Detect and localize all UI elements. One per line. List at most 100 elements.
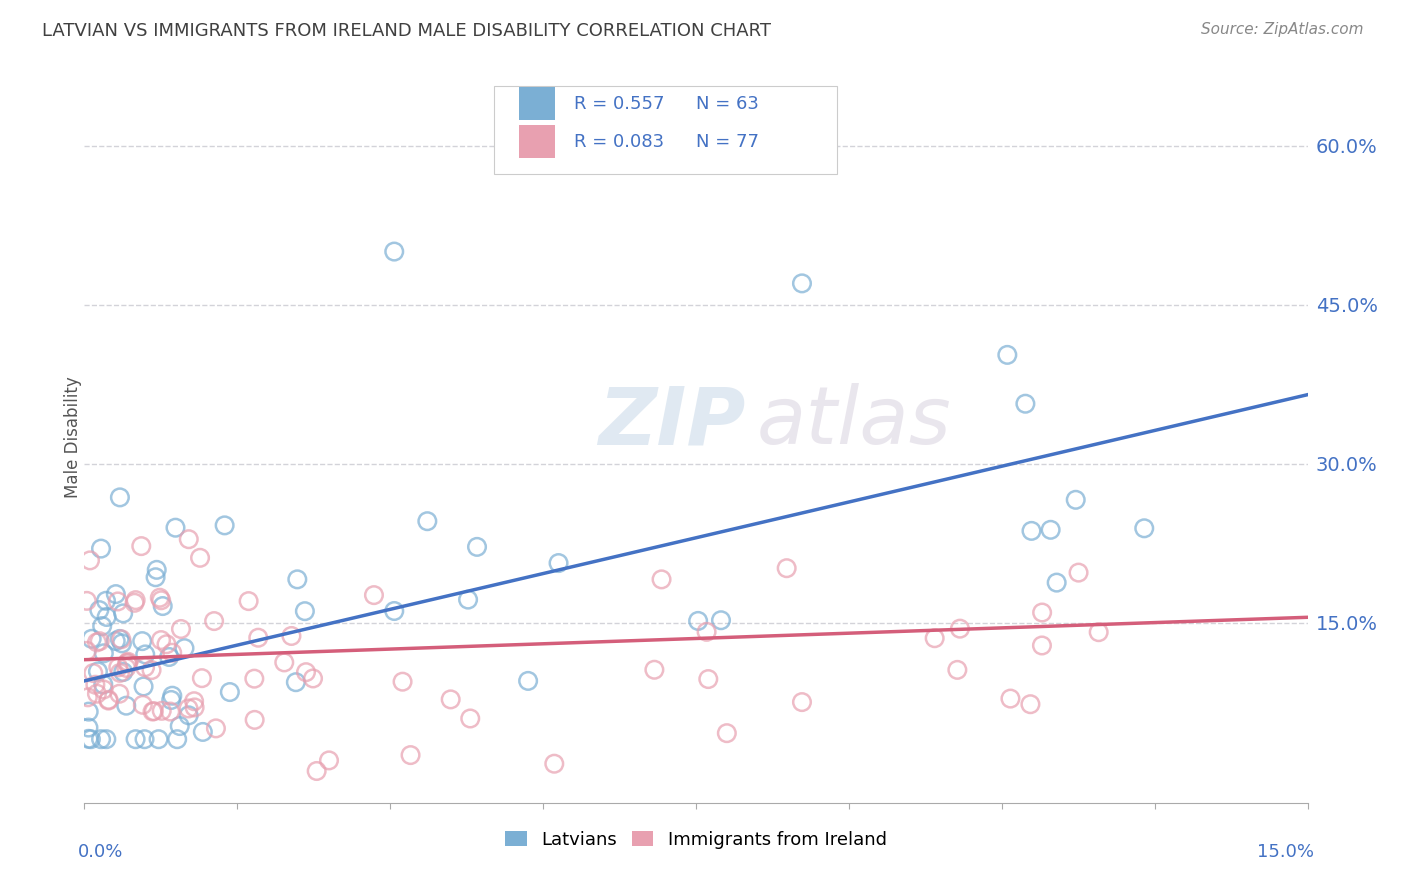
Point	[91, 677, 114, 691]
Point	[247, 631, 270, 645]
Point	[145, 563, 167, 577]
Point	[363, 588, 385, 602]
Point	[946, 663, 969, 677]
Point	[280, 629, 302, 643]
Text: R = 0.083: R = 0.083	[574, 133, 664, 151]
Point	[108, 665, 131, 680]
Text: N = 77: N = 77	[696, 133, 759, 151]
Point	[716, 726, 738, 740]
Point	[273, 656, 295, 670]
Point	[391, 674, 413, 689]
Point	[107, 660, 129, 674]
Point	[89, 603, 111, 617]
Point	[238, 594, 260, 608]
Point	[697, 672, 720, 686]
Point	[457, 592, 479, 607]
Point	[91, 619, 114, 633]
Point	[191, 725, 214, 739]
Point	[1064, 492, 1087, 507]
Point	[177, 708, 200, 723]
Y-axis label: Male Disability: Male Disability	[65, 376, 82, 498]
Point	[84, 678, 107, 692]
Point	[129, 539, 152, 553]
Point	[124, 596, 146, 610]
Point	[517, 673, 540, 688]
Point	[1021, 524, 1043, 538]
Point	[150, 633, 173, 648]
Point	[93, 646, 115, 660]
Point	[148, 732, 170, 747]
Text: R = 0.557: R = 0.557	[574, 95, 664, 113]
Point	[80, 632, 103, 646]
Point	[465, 540, 488, 554]
Text: 0.0%: 0.0%	[79, 843, 124, 861]
Point	[995, 348, 1018, 362]
Text: ZIP: ZIP	[598, 384, 745, 461]
Point	[166, 732, 188, 747]
Text: atlas: atlas	[758, 384, 952, 461]
Point	[132, 698, 155, 712]
Point	[124, 732, 146, 747]
Point	[112, 607, 135, 621]
Text: N = 63: N = 63	[696, 95, 759, 113]
Point	[243, 672, 266, 686]
Point	[688, 614, 710, 628]
Point	[150, 593, 173, 607]
Point	[1031, 606, 1053, 620]
Point	[160, 646, 183, 660]
Point	[117, 655, 139, 669]
Point	[949, 622, 972, 636]
Point	[145, 570, 167, 584]
Point	[132, 680, 155, 694]
Point	[243, 713, 266, 727]
Point	[191, 671, 214, 685]
Point	[458, 711, 481, 725]
Point	[108, 687, 131, 701]
Point	[1000, 691, 1022, 706]
FancyBboxPatch shape	[494, 86, 837, 174]
Point	[214, 518, 236, 533]
Point	[188, 550, 211, 565]
Point	[776, 561, 799, 575]
Point	[108, 632, 131, 646]
Point	[651, 573, 673, 587]
Point	[86, 687, 108, 701]
Point	[318, 753, 340, 767]
Point	[134, 660, 156, 674]
Point	[790, 695, 813, 709]
Point	[790, 277, 813, 291]
Point	[141, 705, 163, 719]
FancyBboxPatch shape	[519, 125, 555, 158]
Point	[295, 665, 318, 680]
Point	[142, 704, 165, 718]
Point	[440, 692, 463, 706]
Point	[285, 572, 308, 586]
Point	[205, 722, 228, 736]
Point	[157, 650, 180, 665]
Point	[416, 514, 439, 528]
Point	[149, 591, 172, 605]
Point	[79, 553, 101, 567]
Text: Source: ZipAtlas.com: Source: ZipAtlas.com	[1201, 22, 1364, 37]
Point	[97, 693, 120, 707]
Point	[710, 613, 733, 627]
Point	[87, 665, 110, 679]
Point	[1046, 575, 1069, 590]
Point	[202, 614, 225, 628]
Point	[97, 693, 120, 707]
Point	[115, 657, 138, 671]
Point	[96, 610, 118, 624]
Point	[77, 705, 100, 719]
Point	[399, 748, 422, 763]
Legend: Latvians, Immigrants from Ireland: Latvians, Immigrants from Ireland	[498, 823, 894, 856]
Point	[173, 641, 195, 656]
Point	[284, 675, 307, 690]
Point	[82, 666, 104, 681]
Point	[165, 521, 187, 535]
Point	[76, 644, 98, 658]
Text: LATVIAN VS IMMIGRANTS FROM IRELAND MALE DISABILITY CORRELATION CHART: LATVIAN VS IMMIGRANTS FROM IRELAND MALE …	[42, 22, 770, 40]
Point	[104, 634, 127, 648]
Point	[104, 587, 127, 601]
Point	[543, 756, 565, 771]
Point	[107, 594, 129, 608]
